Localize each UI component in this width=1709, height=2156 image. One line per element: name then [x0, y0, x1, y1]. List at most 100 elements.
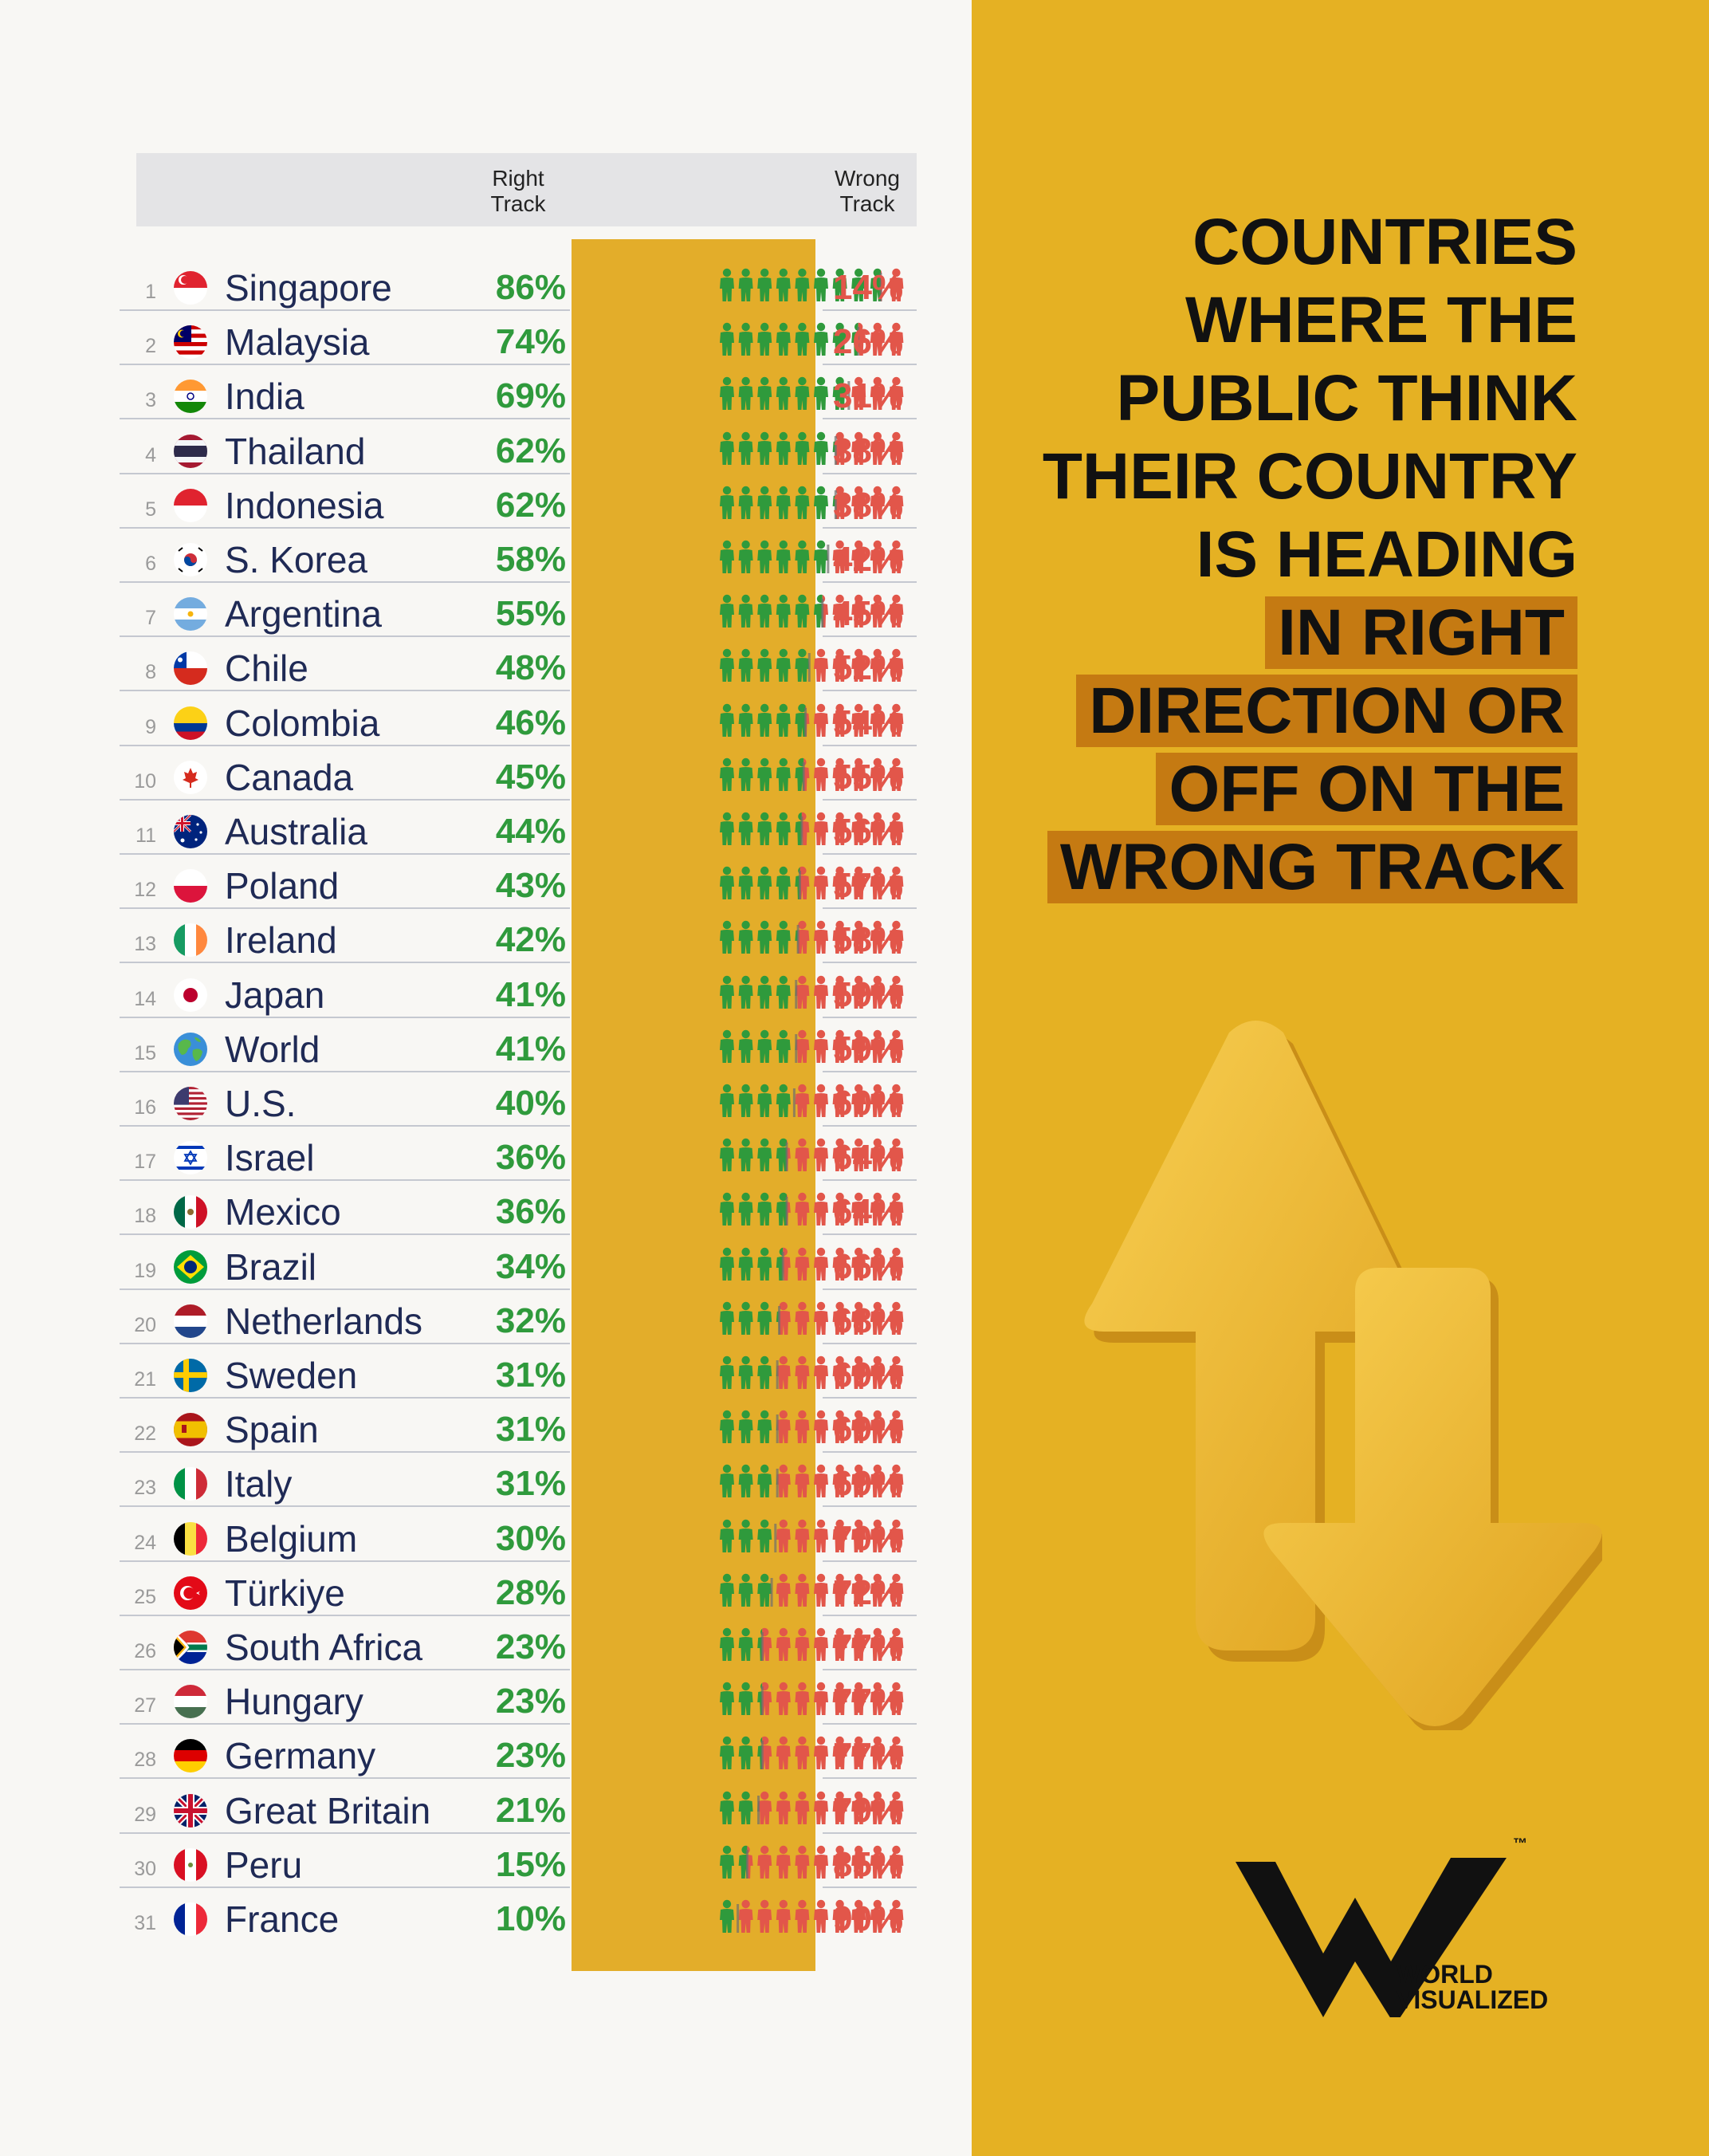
table-row: 28 Germany 23% 77% [120, 1725, 917, 1780]
table-row: 5 Indonesia 62% 38% [120, 474, 917, 529]
flag-in-icon [174, 380, 207, 414]
rank-number: 16 [134, 1096, 156, 1119]
header-right-track: Right Track [490, 166, 546, 216]
table-row: 13 Ireland 42% 58% [120, 909, 917, 964]
table-panel: Right Track Wrong Track 1 Singapore 86% 14… [120, 153, 917, 1971]
table-row: 25 Türkiye 28% 72% [120, 1562, 917, 1616]
rank-number: 11 [136, 824, 156, 847]
wrong-track-value: 69% [833, 1464, 904, 1504]
row-divider [823, 690, 917, 692]
right-track-value: 46% [495, 702, 566, 742]
wrong-track-value: 69% [833, 1410, 904, 1450]
row-divider [120, 1016, 570, 1018]
right-track-value: 69% [495, 376, 566, 416]
rank-number: 25 [134, 1585, 156, 1608]
people-pictogram [719, 322, 907, 357]
right-track-value: 41% [495, 974, 566, 1014]
right-track-value: 62% [495, 431, 566, 470]
rank-number: 2 [145, 335, 156, 358]
wrong-track-value: 38% [833, 485, 904, 525]
title-line: THEIR COUNTRY [1042, 440, 1577, 513]
country-name: Chile [225, 647, 308, 690]
table-row: 2 Malaysia 74% 26% [120, 311, 917, 366]
people-pictogram [719, 975, 907, 1010]
rank-number: 28 [134, 1749, 156, 1772]
right-track-value: 42% [495, 920, 566, 960]
rank-number: 31 [134, 1912, 156, 1934]
row-divider [823, 1505, 917, 1508]
right-track-value: 34% [495, 1246, 566, 1286]
country-name: Argentina [225, 593, 382, 635]
right-track-value: 30% [495, 1518, 566, 1558]
row-divider [120, 1560, 570, 1562]
table-row: 9 Colombia 46% 54% [120, 692, 917, 746]
row-divider [120, 418, 570, 420]
rank-number: 9 [145, 715, 156, 738]
country-name: Israel [225, 1137, 315, 1179]
wrong-track-value: 58% [833, 920, 904, 960]
row-divider [823, 418, 917, 420]
right-track-value: 28% [495, 1572, 566, 1612]
wrong-track-value: 72% [833, 1572, 904, 1612]
right-track-value: 55% [495, 594, 566, 634]
wrong-track-value: 90% [833, 1899, 904, 1938]
table-row: 21 Sweden 31% 69% [120, 1344, 917, 1399]
rank-number: 14 [134, 987, 156, 1010]
flag-nl-icon [174, 1304, 207, 1338]
row-divider [823, 1288, 917, 1290]
people-pictogram [719, 1573, 907, 1608]
right-track-value: 40% [495, 1084, 566, 1123]
right-track-value: 15% [495, 1844, 566, 1884]
row-divider [823, 1125, 917, 1127]
wrong-track-value: 85% [833, 1844, 904, 1884]
row-divider [823, 853, 917, 855]
row-divider [823, 907, 917, 910]
row-divider [120, 1505, 570, 1508]
title-line: IS HEADING [1196, 518, 1577, 591]
right-track-value: 23% [495, 1736, 566, 1776]
right-track-value: 86% [495, 268, 566, 307]
flag-es-icon [174, 1413, 207, 1447]
right-track-value: 36% [495, 1138, 566, 1178]
wrong-track-value: 45% [833, 594, 904, 634]
wrong-track-value: 70% [833, 1518, 904, 1558]
country-name: India [225, 376, 304, 418]
rank-number: 18 [134, 1205, 156, 1228]
up-down-arrows-icon [1084, 1021, 1602, 1730]
row-divider [120, 690, 570, 692]
right-track-value: 23% [495, 1682, 566, 1721]
row-divider [120, 1397, 570, 1399]
country-name: Singapore [225, 267, 392, 309]
wrong-track-value: 55% [833, 757, 904, 797]
title-line: WHERE THE [1185, 284, 1577, 356]
people-pictogram [719, 1247, 907, 1282]
flag-it-icon [174, 1467, 207, 1501]
wrong-track-value: 77% [833, 1736, 904, 1776]
row-divider [120, 1233, 570, 1236]
row-divider [120, 364, 570, 366]
people-pictogram [719, 376, 907, 411]
wrong-track-value: 56% [833, 812, 904, 851]
flag-gb-icon [174, 1793, 207, 1827]
people-pictogram [719, 1029, 907, 1064]
rank-number: 30 [134, 1857, 156, 1880]
right-track-value: 43% [495, 866, 566, 906]
title-line: OFF ON THE [1043, 750, 1577, 828]
flag-de-icon [174, 1739, 207, 1773]
rank-number: 22 [134, 1422, 156, 1446]
rank-number: 13 [134, 933, 156, 956]
table-row: 17 Israel 36% 64% [120, 1127, 917, 1182]
table-row: 14 Japan 41% 59% [120, 964, 917, 1018]
title-line: IN RIGHT [1043, 594, 1577, 672]
table-row: 26 South Africa 23% 77% [120, 1616, 917, 1670]
table-row: 10 Canada 45% 55% [120, 746, 917, 801]
country-name: France [225, 1898, 340, 1940]
title-line: DIRECTION OR [1043, 672, 1577, 750]
row-divider [120, 1125, 570, 1127]
people-pictogram [719, 268, 907, 303]
row-divider [120, 1723, 570, 1725]
row-divider [120, 1070, 570, 1072]
rank-number: 1 [145, 281, 156, 303]
row-divider [120, 581, 570, 583]
flag-ie-icon [174, 923, 207, 958]
